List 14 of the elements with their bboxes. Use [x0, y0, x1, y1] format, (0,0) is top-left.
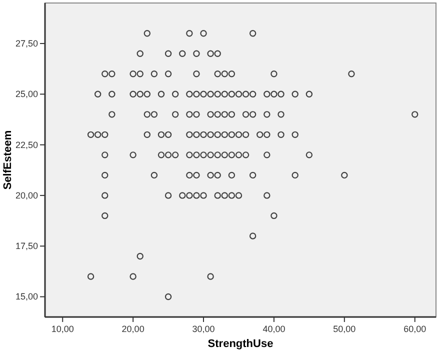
y-tick-label: 17,50 — [15, 241, 38, 252]
x-tick-label: 20,00 — [122, 324, 144, 334]
x-tick-label: 10,00 — [51, 324, 74, 334]
y-tick-label: 22,50 — [15, 140, 38, 150]
x-tick-label: 50,00 — [333, 324, 356, 334]
x-tick-label: 60,00 — [404, 324, 426, 334]
x-tick-label: 30,00 — [192, 324, 215, 334]
y-tick-label: 15,00 — [15, 292, 38, 302]
y-tick-label: 27,50 — [15, 38, 38, 49]
x-axis-title: StrengthUse — [208, 338, 274, 350]
y-tick-label: 20,00 — [15, 190, 38, 200]
x-tick-label: 40,00 — [262, 324, 286, 334]
y-tick-label: 25,00 — [15, 89, 38, 100]
y-axis-title: SelfEsteem — [2, 130, 14, 190]
